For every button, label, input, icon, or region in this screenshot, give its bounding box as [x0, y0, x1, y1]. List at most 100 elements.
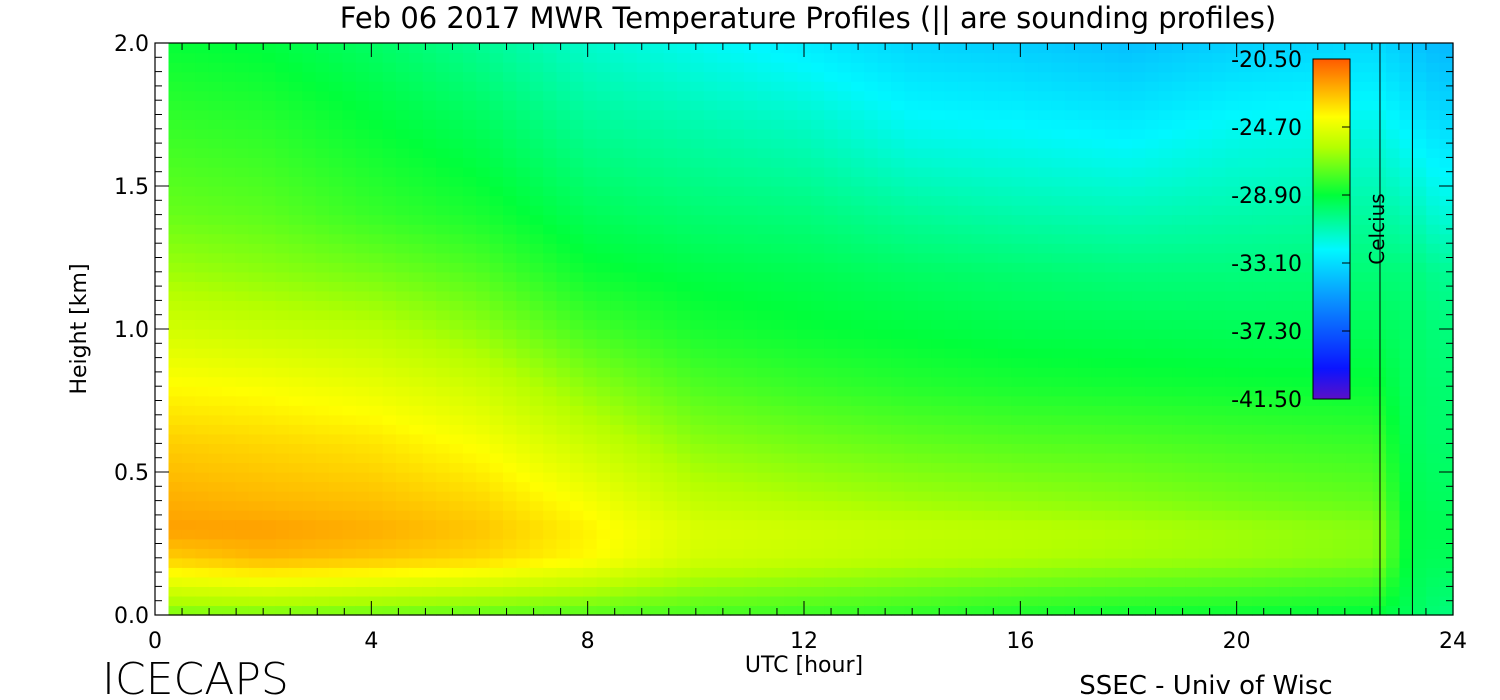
heatmap-cell: [971, 576, 986, 587]
heatmap-cell: [743, 424, 758, 435]
heatmap-cell: [810, 62, 825, 73]
heatmap-cell: [1091, 262, 1106, 273]
heatmap-cell: [222, 138, 237, 149]
heatmap-cell: [824, 595, 839, 607]
heatmap-cell: [1131, 119, 1146, 130]
heatmap-cell: [516, 62, 531, 73]
heatmap-cell: [730, 538, 745, 549]
heatmap-cell: [1185, 586, 1200, 597]
heatmap-cell: [784, 290, 798, 301]
heatmap-cell: [717, 157, 732, 168]
heatmap-cell: [382, 90, 397, 101]
heatmap-cell: [181, 157, 196, 168]
heatmap-cell: [248, 557, 263, 568]
heatmap-cell: [195, 128, 210, 139]
heatmap-cell: [181, 309, 196, 321]
heatmap-cell: [342, 338, 357, 349]
heatmap-cell: [650, 309, 665, 321]
heatmap-cell: [1064, 386, 1079, 397]
heatmap-cell: [690, 548, 705, 559]
heatmap-cell: [610, 462, 625, 473]
heatmap-cell: [529, 357, 544, 368]
heatmap-cell: [1265, 195, 1280, 206]
heatmap-cell: [369, 224, 384, 235]
heatmap-cell: [931, 538, 946, 549]
heatmap-cell: [342, 166, 357, 178]
heatmap-cell: [489, 462, 504, 473]
heatmap-cell: [168, 357, 183, 368]
heatmap-cell: [663, 424, 678, 435]
heatmap-cell: [1105, 576, 1120, 587]
heatmap-cell: [181, 357, 196, 368]
heatmap-cell: [717, 166, 732, 178]
heatmap-cell: [1078, 176, 1093, 187]
heatmap-cell: [1212, 271, 1227, 282]
heatmap-cell: [944, 186, 959, 197]
heatmap-cell: [676, 538, 691, 549]
heatmap-cell: [757, 290, 772, 301]
heatmap-cell: [1145, 195, 1160, 206]
heatmap-cell: [877, 233, 892, 244]
heatmap-cell: [1252, 519, 1267, 530]
heatmap-cell: [222, 166, 237, 178]
heatmap-cell: [1051, 138, 1066, 149]
heatmap-cell: [1051, 519, 1066, 530]
heatmap-cell: [730, 386, 745, 397]
heatmap-cell: [329, 386, 344, 397]
heatmap-cell: [476, 262, 491, 273]
heatmap-cell: [1265, 300, 1280, 311]
heatmap-cell: [235, 309, 250, 321]
heatmap-cell: [1118, 595, 1133, 607]
heatmap-cell: [636, 205, 651, 216]
heatmap-cell: [208, 186, 223, 197]
heatmap-cell: [235, 128, 250, 139]
heatmap-cell: [676, 233, 691, 244]
heatmap-cell: [235, 519, 250, 530]
heatmap-cell: [1131, 138, 1146, 149]
heatmap-cell: [663, 71, 678, 82]
heatmap-cell: [436, 367, 451, 378]
heatmap-cell: [650, 157, 665, 168]
heatmap-cell: [690, 462, 705, 473]
heatmap-cell: [1185, 386, 1200, 397]
heatmap-cell: [275, 395, 290, 406]
heatmap-cell: [904, 462, 919, 473]
heatmap-cell: [1238, 290, 1253, 301]
heatmap-cell: [222, 147, 237, 158]
heatmap-cell: [703, 309, 718, 321]
heatmap-cell: [1105, 138, 1120, 149]
heatmap-cell: [395, 319, 410, 330]
heatmap-cell: [864, 405, 879, 416]
heatmap-cell: [743, 224, 758, 235]
heatmap-cell: [1238, 281, 1253, 292]
heatmap-cell: [650, 329, 665, 340]
heatmap-cell: [676, 357, 691, 368]
heatmap-cell: [824, 290, 839, 301]
heatmap-cell: [1038, 567, 1053, 578]
heatmap-cell: [476, 71, 491, 82]
heatmap-cell: [1212, 548, 1227, 559]
heatmap-cell: [382, 481, 397, 492]
heatmap-cell: [1238, 576, 1253, 587]
heatmap-cell: [1145, 367, 1160, 378]
heatmap-cell: [1225, 538, 1240, 549]
heatmap-cell: [1198, 491, 1213, 502]
heatmap-cell: [650, 357, 665, 368]
heatmap-cell: [610, 367, 625, 378]
heatmap-cell: [1265, 395, 1280, 406]
heatmap-cell: [904, 52, 919, 63]
heatmap-cell: [650, 424, 665, 435]
heatmap-cell: [904, 329, 919, 340]
heatmap-cell: [904, 81, 919, 92]
heatmap-cell: [904, 43, 919, 54]
heatmap-cell: [569, 529, 584, 540]
heatmap-cell: [436, 500, 451, 511]
heatmap-cell: [503, 309, 517, 321]
heatmap-cell: [917, 109, 932, 120]
heatmap-cell: [971, 414, 986, 425]
heatmap-cell: [302, 386, 317, 397]
heatmap-cell: [462, 319, 477, 330]
heatmap-cell: [1212, 100, 1227, 111]
heatmap-cell: [1212, 281, 1227, 292]
